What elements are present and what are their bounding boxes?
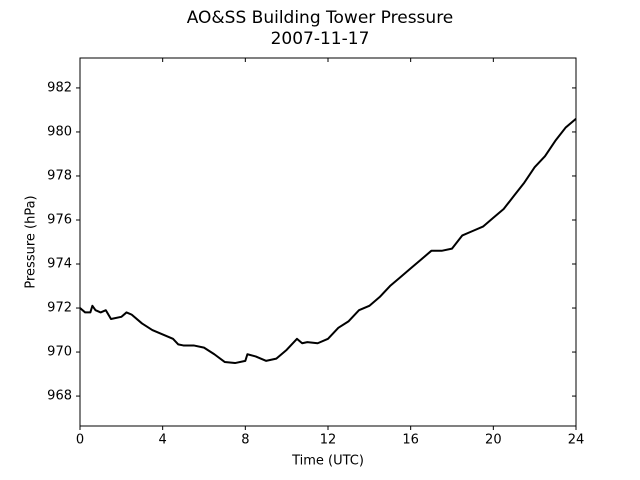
y-tick-label: 976 [47, 212, 72, 227]
x-tick-label: 12 [320, 433, 337, 448]
x-tick-label: 16 [402, 433, 419, 448]
x-tick-label: 20 [485, 433, 502, 448]
chart-title: AO&SS Building Tower Pressure [187, 8, 454, 28]
x-tick-label: 8 [241, 433, 249, 448]
chart-subtitle: 2007-11-17 [271, 29, 370, 49]
x-tick-label: 24 [568, 433, 585, 448]
y-axis-label: Pressure (hPa) [24, 195, 39, 288]
y-tick-label: 968 [47, 389, 72, 404]
x-tick-label: 4 [159, 433, 167, 448]
y-tick-label: 982 [47, 80, 72, 95]
x-tick-label: 0 [76, 433, 84, 448]
y-tick-label: 970 [47, 345, 72, 360]
y-tick-label: 974 [47, 257, 72, 272]
x-axis-label: Time (UTC) [291, 454, 364, 469]
plot-frame [79, 57, 577, 427]
y-tick-label: 972 [47, 301, 72, 316]
line [79, 117, 577, 365]
y-tick-label: 980 [47, 124, 72, 139]
y-tick-label: 978 [47, 168, 72, 183]
